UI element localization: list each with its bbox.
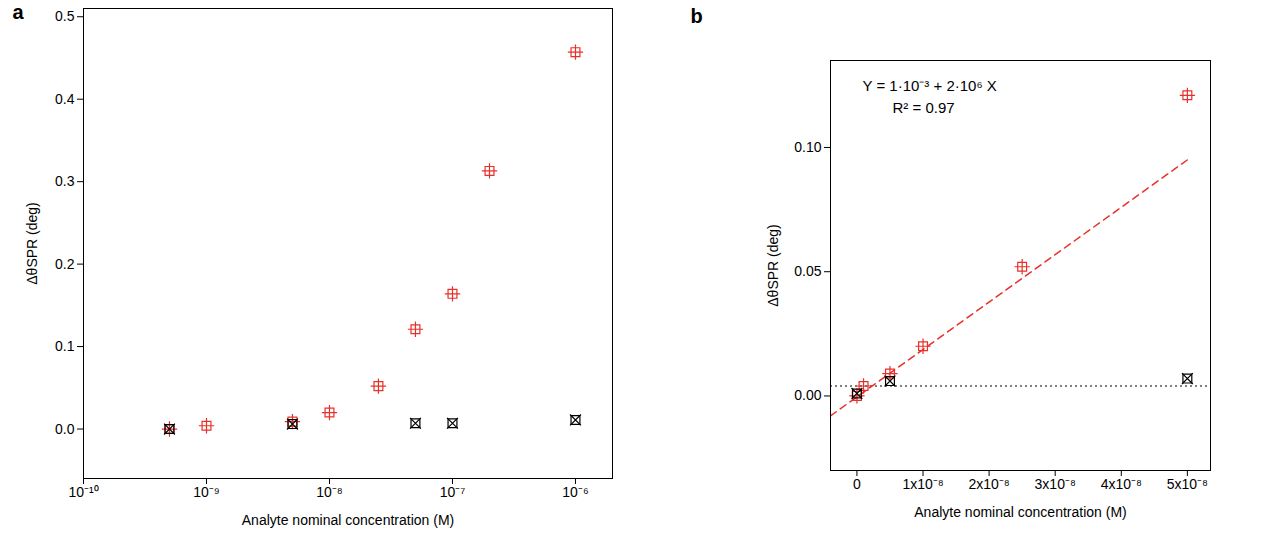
svg-text:0.0: 0.0	[55, 421, 75, 437]
svg-text:0.1: 0.1	[55, 338, 75, 354]
svg-text:ΔθSPR (deg): ΔθSPR (deg)	[24, 202, 40, 285]
svg-text:0.5: 0.5	[55, 8, 75, 24]
svg-text:b: b	[691, 5, 703, 27]
svg-text:5x10⁻⁸: 5x10⁻⁸	[1167, 476, 1208, 492]
svg-text:1x10⁻⁸: 1x10⁻⁸	[902, 476, 943, 492]
svg-text:4x10⁻⁸: 4x10⁻⁸	[1101, 476, 1142, 492]
svg-text:Y = 1·10⁻³ + 2·10⁶ X: Y = 1·10⁻³ + 2·10⁶ X	[863, 77, 997, 94]
svg-text:10⁻⁶: 10⁻⁶	[562, 484, 588, 500]
svg-text:0.10: 0.10	[794, 139, 821, 155]
svg-text:10⁻⁹: 10⁻⁹	[193, 484, 220, 500]
svg-text:3x10⁻⁸: 3x10⁻⁸	[1035, 476, 1076, 492]
svg-text:0.4: 0.4	[55, 91, 75, 107]
svg-text:0.2: 0.2	[55, 256, 75, 272]
svg-text:10⁻⁸: 10⁻⁸	[316, 484, 343, 500]
svg-text:10⁻⁷: 10⁻⁷	[440, 484, 466, 500]
svg-text:2x10⁻⁸: 2x10⁻⁸	[968, 476, 1009, 492]
svg-text:ΔθSPR (deg): ΔθSPR (deg)	[765, 224, 781, 307]
svg-text:10⁻¹⁰: 10⁻¹⁰	[68, 484, 98, 500]
svg-text:R² = 0.97: R² = 0.97	[893, 99, 955, 116]
svg-text:Analyte nominal concentration: Analyte nominal concentration (M)	[914, 504, 1126, 520]
svg-text:0.3: 0.3	[55, 173, 75, 189]
svg-text:0: 0	[853, 476, 861, 492]
svg-text:Analyte nominal concentration: Analyte nominal concentration (M)	[242, 512, 454, 528]
svg-text:0.00: 0.00	[794, 387, 821, 403]
svg-text:a: a	[13, 1, 25, 23]
svg-text:0.05: 0.05	[794, 263, 821, 279]
